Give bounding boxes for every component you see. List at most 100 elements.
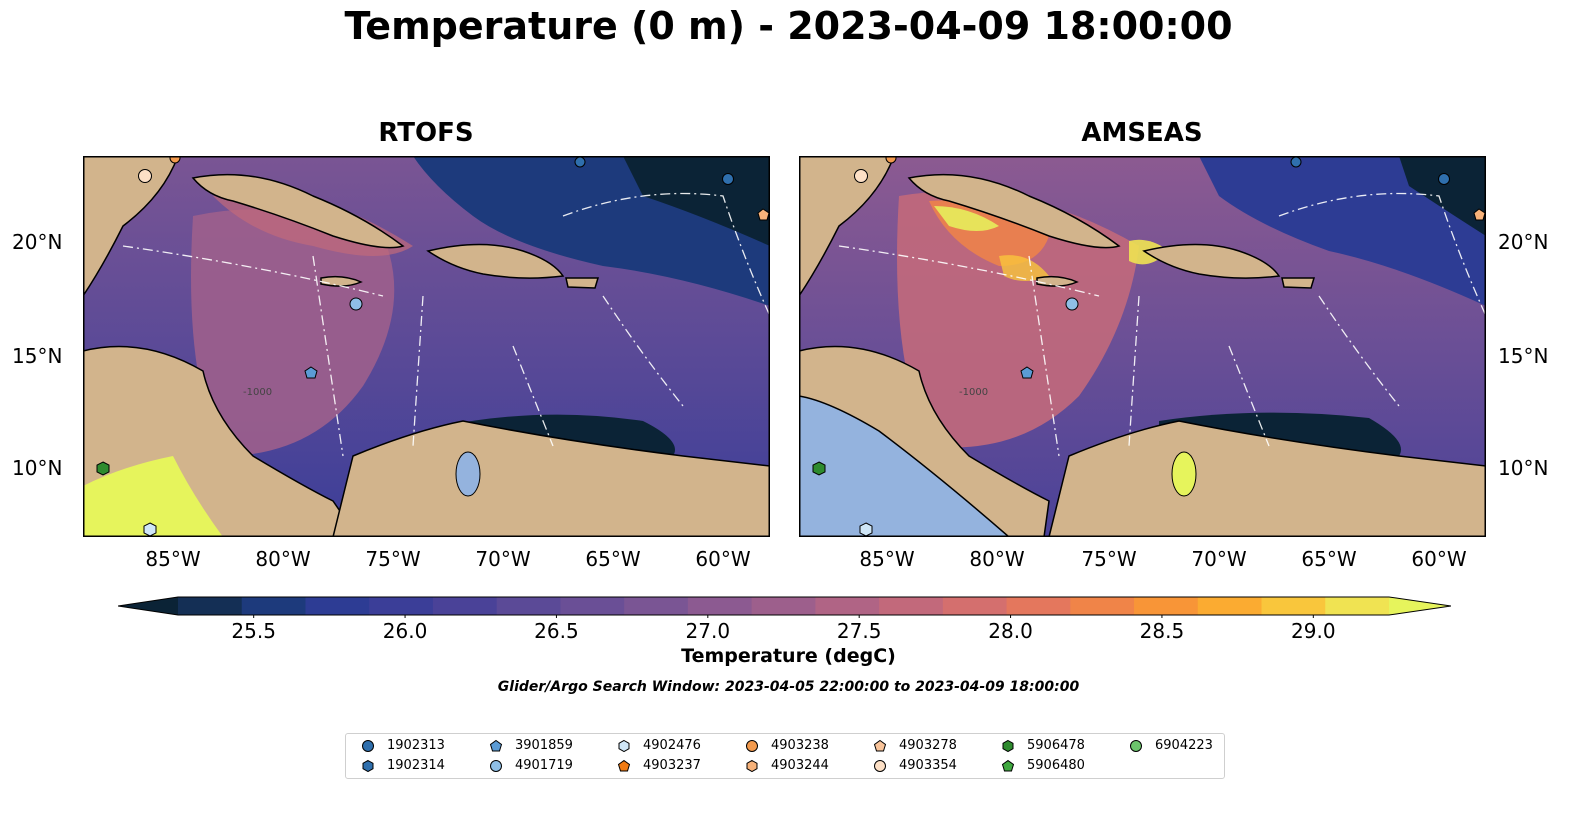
legend-item: 1902314 <box>361 758 445 773</box>
eez-boundaries <box>122 192 770 457</box>
lat-tick-label: 20°N <box>12 230 63 254</box>
colorbar-bin <box>432 597 498 615</box>
legend-item: 4903354 <box>873 758 957 773</box>
legend-item: 1902313 <box>361 738 445 753</box>
legend-item-label: 5906480 <box>1027 758 1085 773</box>
colorbar-extend-min <box>118 597 178 615</box>
legend-item-label: 4903238 <box>771 738 829 753</box>
legend-item-label: 1902314 <box>387 758 445 773</box>
lon-tick-label: 85°W <box>145 547 201 571</box>
land-cuba <box>191 173 405 249</box>
circle-marker-icon <box>490 759 502 772</box>
colorbar-bin <box>178 597 243 615</box>
map-panel-amseas: -1000 <box>799 156 1486 537</box>
legend-item: 5906478 <box>1001 738 1085 753</box>
platform-marker <box>812 461 826 476</box>
legend-item-label: 4903237 <box>643 758 701 773</box>
hexagon-marker-icon <box>362 759 374 772</box>
colorbar-tick-label: 27.5 <box>836 619 882 643</box>
colorbar-bin <box>1134 597 1199 615</box>
pacific-warm-water <box>83 456 223 537</box>
legend-item: 5906480 <box>1001 758 1085 773</box>
legend-item-label: 4903244 <box>771 758 829 773</box>
platform-marker <box>96 461 110 476</box>
colorbar-bin <box>369 597 434 615</box>
platform-marker <box>138 169 152 183</box>
land-yucatan <box>83 156 179 298</box>
legend-item: 3901859 <box>489 738 573 753</box>
warm-region <box>897 191 1139 448</box>
land-jamaica <box>320 275 363 287</box>
colorbar-bin <box>751 597 816 615</box>
colorbar-bin <box>1261 597 1326 615</box>
circle-marker-icon <box>1130 739 1142 752</box>
lon-tick-label: 65°W <box>585 547 641 571</box>
platform-marker <box>574 156 586 168</box>
colorbar-tick-label: 26.5 <box>534 619 579 643</box>
cold-region <box>1399 156 1486 236</box>
circle-marker-icon <box>874 759 886 772</box>
colorbar-tick-label: 28.5 <box>1139 619 1185 643</box>
land-south-america <box>1048 420 1486 537</box>
colorbar-extend-max <box>1389 597 1451 615</box>
panel-title-rtofs: RTOFS <box>378 118 474 148</box>
colorbar <box>118 596 1451 618</box>
land-puerto-rico <box>565 277 600 289</box>
colorbar-bin <box>305 597 370 615</box>
colorbar-bin <box>1070 597 1135 615</box>
legend-item: 6904223 <box>1129 738 1213 753</box>
colorbar-bin <box>624 597 689 615</box>
land-hispaniola <box>426 243 565 279</box>
search-window-text: Glider/Argo Search Window: 2023-04-05 22… <box>497 679 1080 695</box>
eez-boundaries <box>838 192 1486 457</box>
legend-item: 4903244 <box>745 758 829 773</box>
colorbar-outline <box>118 596 1451 616</box>
land-puerto-rico <box>1281 277 1316 289</box>
legend-item-label: 3901859 <box>515 738 573 753</box>
warm-region <box>999 255 1049 281</box>
colorbar-bin <box>879 597 944 615</box>
lake-maracaibo <box>455 451 481 497</box>
lon-tick-label: 85°W <box>859 547 915 571</box>
lon-tick-label: 60°W <box>1411 547 1467 571</box>
land-jamaica <box>1036 275 1079 287</box>
cold-region <box>1199 156 1486 306</box>
hexagon-marker-icon <box>1002 739 1014 752</box>
legend-item: 4903237 <box>617 758 701 773</box>
legend-item: 4902476 <box>617 738 701 753</box>
platform-marker <box>304 366 318 379</box>
lon-tick-label: 70°W <box>475 547 531 571</box>
colorbar-bin <box>1197 597 1263 615</box>
legend: 1902313 1902314 3901859 4901719 4902476 49032… <box>345 733 1225 779</box>
legend-item: 4901719 <box>489 758 573 773</box>
colorbar-bin <box>1325 597 1390 615</box>
colorbar-bin <box>1006 597 1071 615</box>
colorbar-tick-label: 26.0 <box>382 619 428 643</box>
lat-tick-label: 15°N <box>1498 344 1549 368</box>
platform-marker <box>169 156 181 164</box>
legend-item-label: 4903354 <box>899 758 957 773</box>
legend-item-label: 4902476 <box>643 738 701 753</box>
colorbar-tick-label: 29.0 <box>1291 619 1336 643</box>
map-panel-rtofs: -1000 <box>83 156 770 537</box>
figure-title: Temperature (0 m) - 2023-04-09 18:00:00 <box>344 4 1233 48</box>
lon-tick-label: 75°W <box>365 547 421 571</box>
colorbar-bin <box>942 597 1008 615</box>
pentagon-marker-icon <box>1001 759 1015 771</box>
land-south-america <box>332 420 770 537</box>
colorbar-bin <box>687 597 753 615</box>
contour-label: -1000 <box>959 387 988 398</box>
colorbar-tick-label: 28.0 <box>988 619 1033 643</box>
lon-tick-label: 75°W <box>1081 547 1137 571</box>
pentagon-marker-icon <box>873 739 887 751</box>
colorbar-bin <box>815 597 880 615</box>
platform-marker <box>854 169 868 183</box>
lake-maracaibo <box>1171 451 1197 497</box>
land-yucatan <box>799 156 895 298</box>
legend-item: 4903238 <box>745 738 829 753</box>
hexagon-marker-icon <box>746 759 758 772</box>
circle-marker-icon <box>746 739 758 752</box>
panel-title-amseas: AMSEAS <box>1081 118 1203 148</box>
land-central-america <box>799 345 1050 537</box>
pentagon-marker-icon <box>617 759 631 771</box>
